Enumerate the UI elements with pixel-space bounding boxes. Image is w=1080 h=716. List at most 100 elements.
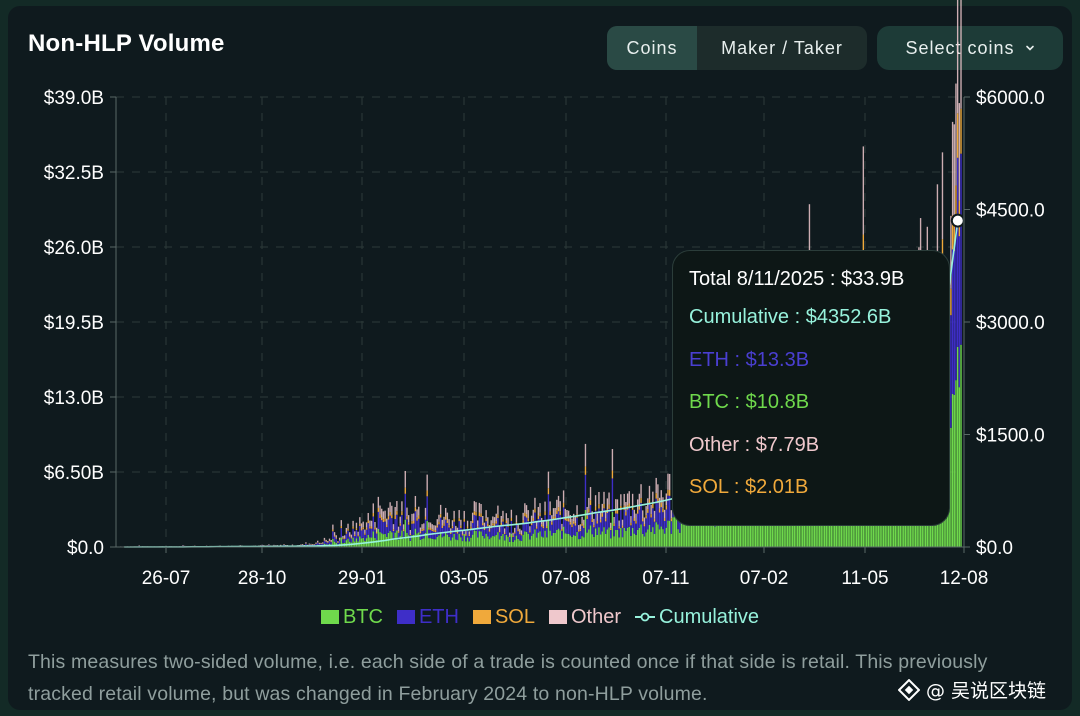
select-coins-dropdown[interactable]: Select coins — [877, 26, 1063, 70]
bar-sol — [653, 518, 656, 522]
bar-sol — [473, 511, 476, 515]
bar-eth — [362, 529, 364, 538]
bar-btc — [482, 535, 484, 547]
bar-sol — [426, 490, 428, 497]
bar-sol — [411, 521, 413, 524]
bar-eth — [392, 531, 395, 539]
bar-btc — [535, 537, 538, 547]
bar-eth — [332, 531, 334, 539]
bar-sol — [502, 518, 504, 522]
bar-sol — [510, 517, 513, 521]
bar-sol — [535, 526, 538, 529]
bar-sol — [610, 528, 612, 531]
bar-sol — [611, 470, 614, 479]
bar-btc — [525, 531, 528, 547]
bar-btc — [791, 512, 794, 547]
bar-eth — [576, 517, 578, 532]
bar-sol — [423, 528, 425, 531]
bar-eth — [374, 529, 376, 539]
bar-eth — [667, 495, 669, 521]
bar-eth — [360, 530, 363, 539]
bar-sol — [468, 534, 470, 537]
bar-btc — [648, 525, 651, 547]
bar-sol — [630, 522, 632, 526]
bar-eth — [579, 531, 582, 539]
bar-eth — [370, 528, 373, 538]
chart-tooltip: Total 8/11/2025 : $33.9B Cumulative : $4… — [672, 250, 950, 526]
legend-item-cumulative[interactable]: Cumulative — [635, 606, 759, 629]
bar-btc — [347, 538, 349, 547]
bar-eth — [554, 519, 556, 533]
bar-btc — [956, 346, 959, 547]
bar-other — [391, 505, 393, 515]
bar-btc — [576, 531, 578, 547]
bar-btc — [958, 387, 961, 547]
bar-eth — [497, 518, 499, 533]
bar-eth — [320, 544, 322, 546]
bar-other — [419, 527, 422, 532]
bar-sol — [642, 518, 644, 522]
bar-other — [547, 471, 550, 489]
bar-sol — [662, 508, 664, 513]
bar-other — [451, 520, 454, 527]
bar-btc — [643, 536, 646, 547]
bar-sol — [379, 514, 381, 518]
bar-other — [446, 512, 449, 521]
bar-sol — [562, 502, 565, 508]
legend-item-sol[interactable]: SOL — [472, 606, 535, 629]
bar-eth — [490, 528, 492, 538]
bar-sol — [631, 505, 634, 510]
bar-btc — [423, 538, 425, 547]
bar-other — [591, 511, 593, 520]
bar-btc — [413, 534, 415, 547]
bar-other — [411, 513, 413, 522]
bar-eth — [679, 519, 681, 533]
bar-sol — [485, 518, 487, 522]
bar-other — [477, 520, 479, 527]
bar-eth — [620, 510, 622, 529]
legend-label-cumulative: Cumulative — [659, 605, 760, 628]
bar-btc — [419, 540, 422, 547]
bar-sol — [556, 510, 558, 514]
bar-other — [574, 516, 577, 524]
legend-item-other[interactable]: Other — [548, 606, 621, 629]
tab-coins[interactable]: Coins — [607, 26, 697, 70]
bar-eth — [566, 521, 568, 534]
legend-item-eth[interactable]: ETH — [396, 606, 459, 629]
tab-maker-taker[interactable]: Maker / Taker — [721, 37, 843, 58]
bar-eth — [483, 529, 486, 539]
bar-other — [576, 505, 578, 515]
bar-other — [603, 491, 605, 504]
bar-eth — [541, 526, 543, 537]
bar-sol — [345, 532, 348, 534]
bar-eth — [591, 522, 593, 535]
legend-item-btc[interactable]: BTC — [320, 606, 383, 629]
bar-btc — [372, 531, 374, 547]
bar-btc — [485, 533, 487, 547]
bar-eth — [633, 520, 635, 534]
bar-eth — [645, 518, 647, 533]
bar-eth — [138, 545, 140, 547]
bar-sol — [625, 511, 627, 516]
bar-btc — [333, 541, 336, 547]
bar-eth — [532, 520, 534, 534]
bar-btc — [471, 534, 474, 547]
bar-sol — [332, 529, 334, 532]
bar-btc — [674, 505, 676, 547]
bar-other — [315, 542, 317, 544]
bar-other — [584, 443, 587, 467]
bar-other — [552, 508, 555, 517]
bar-btc — [534, 529, 536, 547]
bar-other — [633, 509, 635, 518]
bar-btc — [667, 520, 669, 547]
bar-other — [445, 507, 447, 517]
bar-eth — [477, 528, 479, 538]
bar-btc — [355, 538, 358, 547]
bar-btc — [625, 530, 627, 547]
bar-eth — [475, 515, 477, 531]
bar-btc — [677, 529, 679, 547]
bar-btc — [596, 534, 598, 547]
bar-other — [507, 518, 509, 525]
bar-other — [461, 530, 464, 535]
bar-eth — [505, 523, 508, 535]
